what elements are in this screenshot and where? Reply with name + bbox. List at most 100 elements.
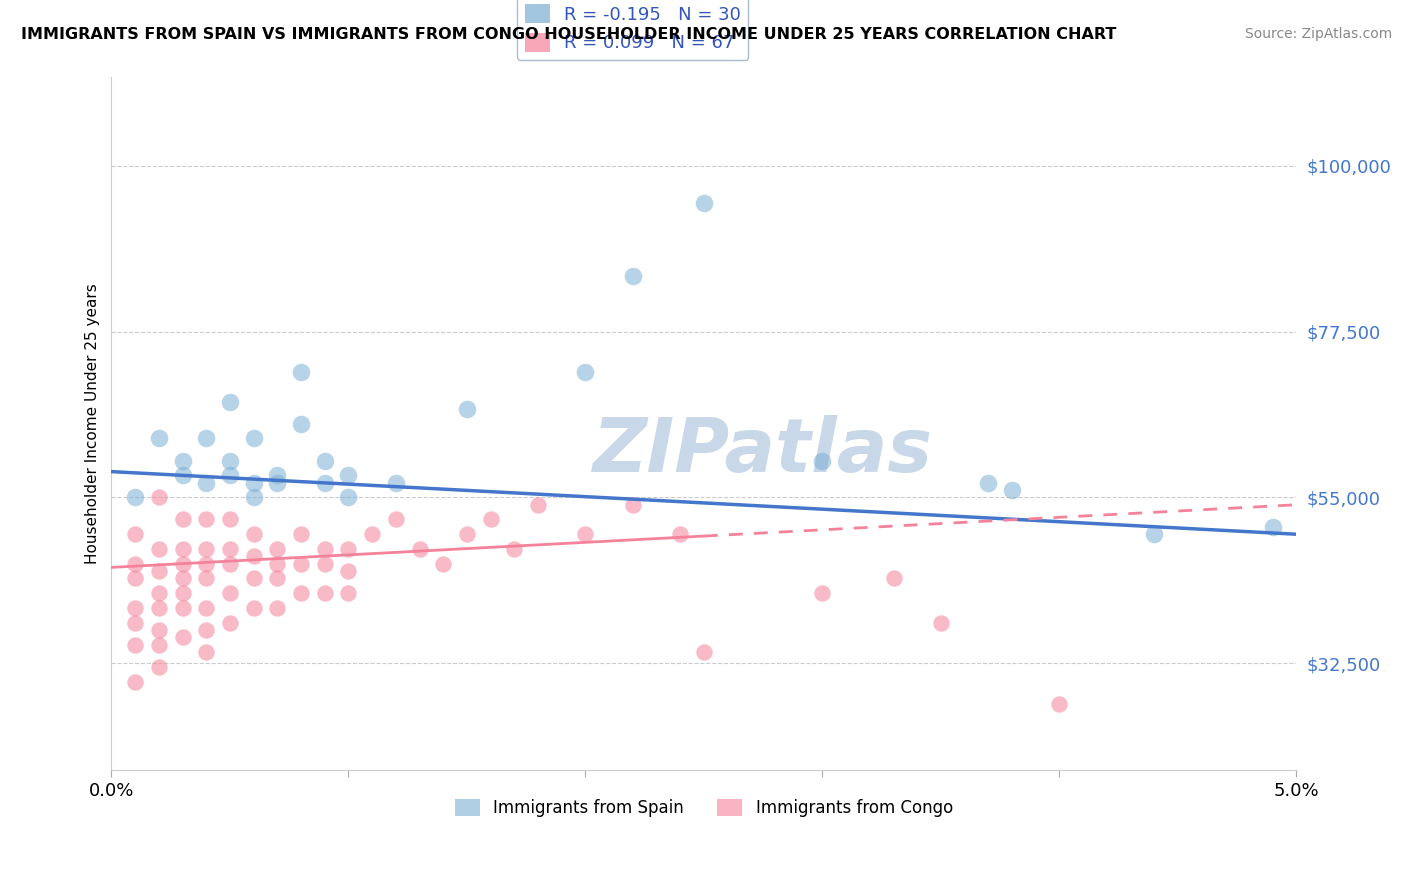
Point xyxy=(195,512,218,526)
Point xyxy=(172,541,194,556)
Legend: Immigrants from Spain, Immigrants from Congo: Immigrants from Spain, Immigrants from C… xyxy=(449,792,959,824)
Text: Source: ZipAtlas.com: Source: ZipAtlas.com xyxy=(1244,27,1392,41)
Y-axis label: Householder Income Under 25 years: Householder Income Under 25 years xyxy=(86,284,100,564)
Point xyxy=(693,645,716,659)
Point xyxy=(1261,520,1284,534)
Point xyxy=(290,557,312,571)
Point xyxy=(148,586,170,600)
Point xyxy=(574,527,596,541)
Point xyxy=(124,491,146,505)
Point xyxy=(195,432,218,446)
Point xyxy=(882,571,904,585)
Point xyxy=(124,527,146,541)
Point xyxy=(337,541,360,556)
Point xyxy=(219,541,242,556)
Point xyxy=(242,601,264,615)
Point xyxy=(1001,483,1024,497)
Point xyxy=(1143,527,1166,541)
Point xyxy=(693,195,716,210)
Point xyxy=(337,468,360,483)
Point xyxy=(337,564,360,578)
Point xyxy=(172,571,194,585)
Point xyxy=(266,571,288,585)
Point xyxy=(195,571,218,585)
Point xyxy=(195,645,218,659)
Point xyxy=(172,468,194,483)
Point xyxy=(266,468,288,483)
Point xyxy=(219,615,242,630)
Point xyxy=(124,557,146,571)
Point xyxy=(172,512,194,526)
Point xyxy=(266,601,288,615)
Point xyxy=(195,601,218,615)
Point xyxy=(385,475,408,490)
Point xyxy=(266,541,288,556)
Point xyxy=(290,365,312,379)
Point xyxy=(124,601,146,615)
Text: ZIPatlas: ZIPatlas xyxy=(593,415,934,488)
Point xyxy=(219,468,242,483)
Point xyxy=(527,498,550,512)
Point xyxy=(148,541,170,556)
Point xyxy=(242,475,264,490)
Point xyxy=(242,432,264,446)
Point xyxy=(195,475,218,490)
Point xyxy=(314,453,336,467)
Point xyxy=(408,541,430,556)
Point xyxy=(314,475,336,490)
Point xyxy=(148,432,170,446)
Text: IMMIGRANTS FROM SPAIN VS IMMIGRANTS FROM CONGO HOUSEHOLDER INCOME UNDER 25 YEARS: IMMIGRANTS FROM SPAIN VS IMMIGRANTS FROM… xyxy=(21,27,1116,42)
Point xyxy=(337,586,360,600)
Point xyxy=(219,512,242,526)
Point xyxy=(385,512,408,526)
Point xyxy=(148,491,170,505)
Point xyxy=(574,365,596,379)
Point xyxy=(148,623,170,637)
Point xyxy=(219,586,242,600)
Point xyxy=(621,498,644,512)
Point xyxy=(124,571,146,585)
Point xyxy=(361,527,384,541)
Point xyxy=(148,564,170,578)
Point xyxy=(219,394,242,409)
Point xyxy=(1047,697,1070,711)
Point xyxy=(219,557,242,571)
Point xyxy=(266,557,288,571)
Point xyxy=(172,453,194,467)
Point xyxy=(124,615,146,630)
Point xyxy=(266,475,288,490)
Point xyxy=(290,586,312,600)
Point xyxy=(195,557,218,571)
Point xyxy=(124,674,146,689)
Point xyxy=(290,417,312,431)
Point xyxy=(195,541,218,556)
Point xyxy=(337,491,360,505)
Point xyxy=(219,453,242,467)
Point xyxy=(242,491,264,505)
Point xyxy=(314,557,336,571)
Point xyxy=(621,269,644,284)
Point xyxy=(148,601,170,615)
Point xyxy=(148,638,170,652)
Point xyxy=(172,586,194,600)
Point xyxy=(503,541,526,556)
Point xyxy=(195,623,218,637)
Point xyxy=(148,660,170,674)
Point xyxy=(242,571,264,585)
Point xyxy=(172,631,194,645)
Point xyxy=(290,527,312,541)
Point xyxy=(432,557,454,571)
Point xyxy=(456,402,478,417)
Point xyxy=(929,615,952,630)
Point xyxy=(977,475,1000,490)
Point xyxy=(669,527,692,541)
Point xyxy=(172,557,194,571)
Point xyxy=(811,586,834,600)
Point xyxy=(242,549,264,564)
Point xyxy=(242,527,264,541)
Point xyxy=(811,453,834,467)
Point xyxy=(124,638,146,652)
Point xyxy=(172,601,194,615)
Point xyxy=(479,512,502,526)
Point xyxy=(314,541,336,556)
